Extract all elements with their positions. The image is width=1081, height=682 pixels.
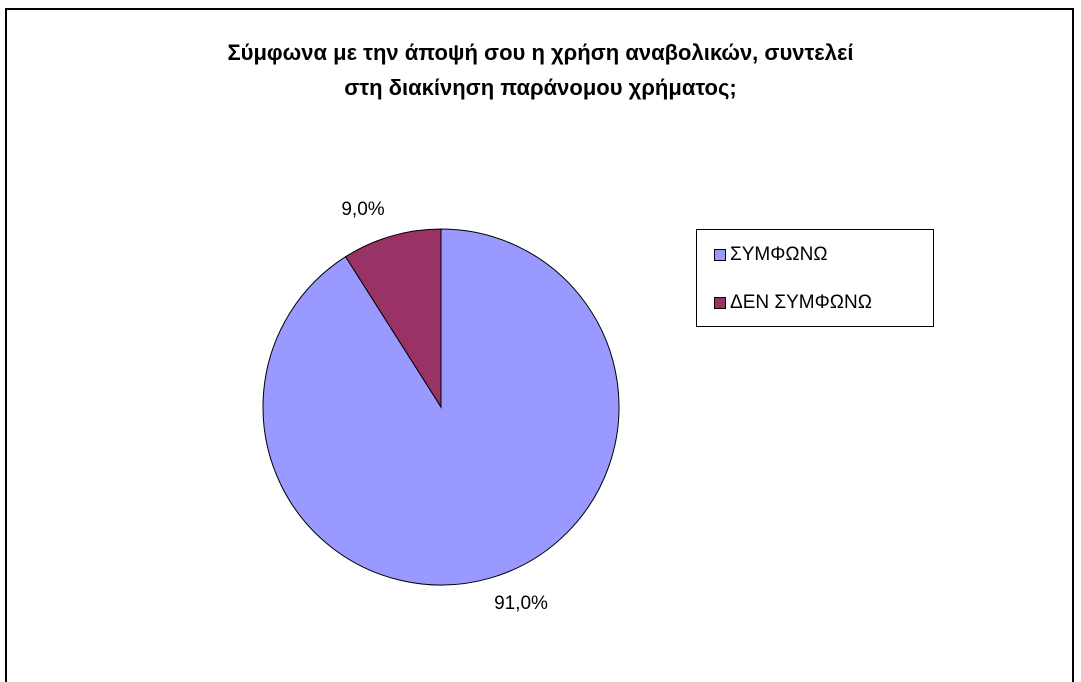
chart-title: Σύμφωνα με την άποψή σου η χρήση αναβολι…: [0, 35, 1081, 105]
data-label-symfono: 91,0%: [494, 593, 548, 614]
legend: ΣΥΜΦΩΝΩ ΔΕΝ ΣΥΜΦΩΝΩ: [696, 229, 934, 327]
chart-title-line-2: στη διακίνηση παράνομου χρήματος;: [344, 75, 737, 100]
legend-item-symfono: ΣΥΜΦΩΝΩ: [714, 243, 828, 267]
legend-swatch-den-symfono: [714, 297, 726, 309]
data-label-den-symfono: 9,0%: [341, 199, 384, 220]
pie-slice-den-symfono: [344, 228, 442, 409]
legend-item-den-symfono: ΔΕΝ ΣΥΜΦΩΝΩ: [714, 291, 872, 315]
pie-slice-symfono: [262, 228, 620, 586]
legend-label-den-symfono: ΔΕΝ ΣΥΜΦΩΝΩ: [730, 292, 872, 313]
legend-swatch-symfono: [714, 249, 726, 261]
chart-title-line-1: Σύμφωνα με την άποψή σου η χρήση αναβολι…: [227, 40, 854, 65]
legend-label-symfono: ΣΥΜΦΩΝΩ: [730, 244, 828, 265]
